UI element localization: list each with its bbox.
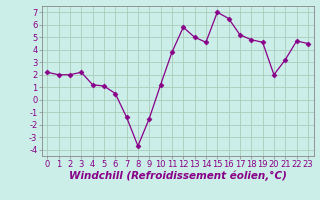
X-axis label: Windchill (Refroidissement éolien,°C): Windchill (Refroidissement éolien,°C) <box>69 171 286 181</box>
